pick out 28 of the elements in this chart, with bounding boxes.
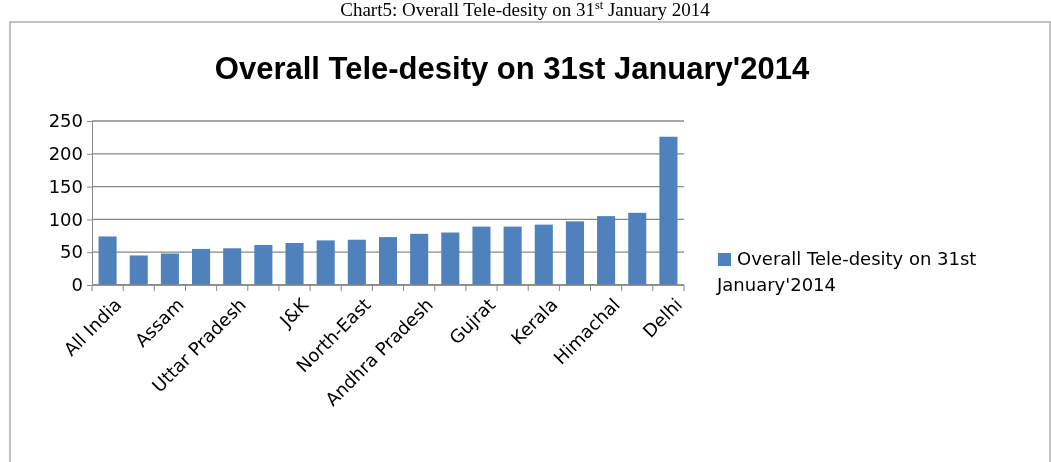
bar: [316, 240, 335, 285]
bar: [223, 248, 242, 285]
bar: [192, 248, 211, 285]
legend-label: Overall Tele-desity on 31st January'2014: [716, 248, 977, 295]
bar: [98, 236, 117, 285]
y-tick-label: 100: [48, 208, 83, 230]
y-tick-label: 0: [71, 274, 83, 296]
bar: [503, 226, 522, 285]
bar: [254, 244, 273, 285]
bar: [441, 232, 460, 285]
y-tick-label: 50: [60, 241, 83, 263]
bar: [160, 253, 179, 285]
y-tick-label: 150: [48, 175, 83, 197]
y-tick-label: 250: [48, 110, 83, 132]
bar: [565, 221, 584, 285]
chart-title: Overall Tele-desity on 31st January'2014: [214, 51, 810, 86]
bar: [285, 243, 304, 285]
bar: [410, 233, 429, 285]
bar: [659, 136, 678, 285]
bar: [597, 216, 616, 285]
y-tick-label: 200: [48, 143, 83, 165]
bar: [534, 224, 553, 285]
bar: [347, 239, 366, 285]
bar: [129, 255, 148, 285]
bar: [628, 212, 647, 285]
caption: Chart5: Overall Tele-desity on 31$^{st}$ January 2014: [340, 0, 711, 20]
bar: [472, 226, 491, 285]
bar: [378, 237, 398, 285]
